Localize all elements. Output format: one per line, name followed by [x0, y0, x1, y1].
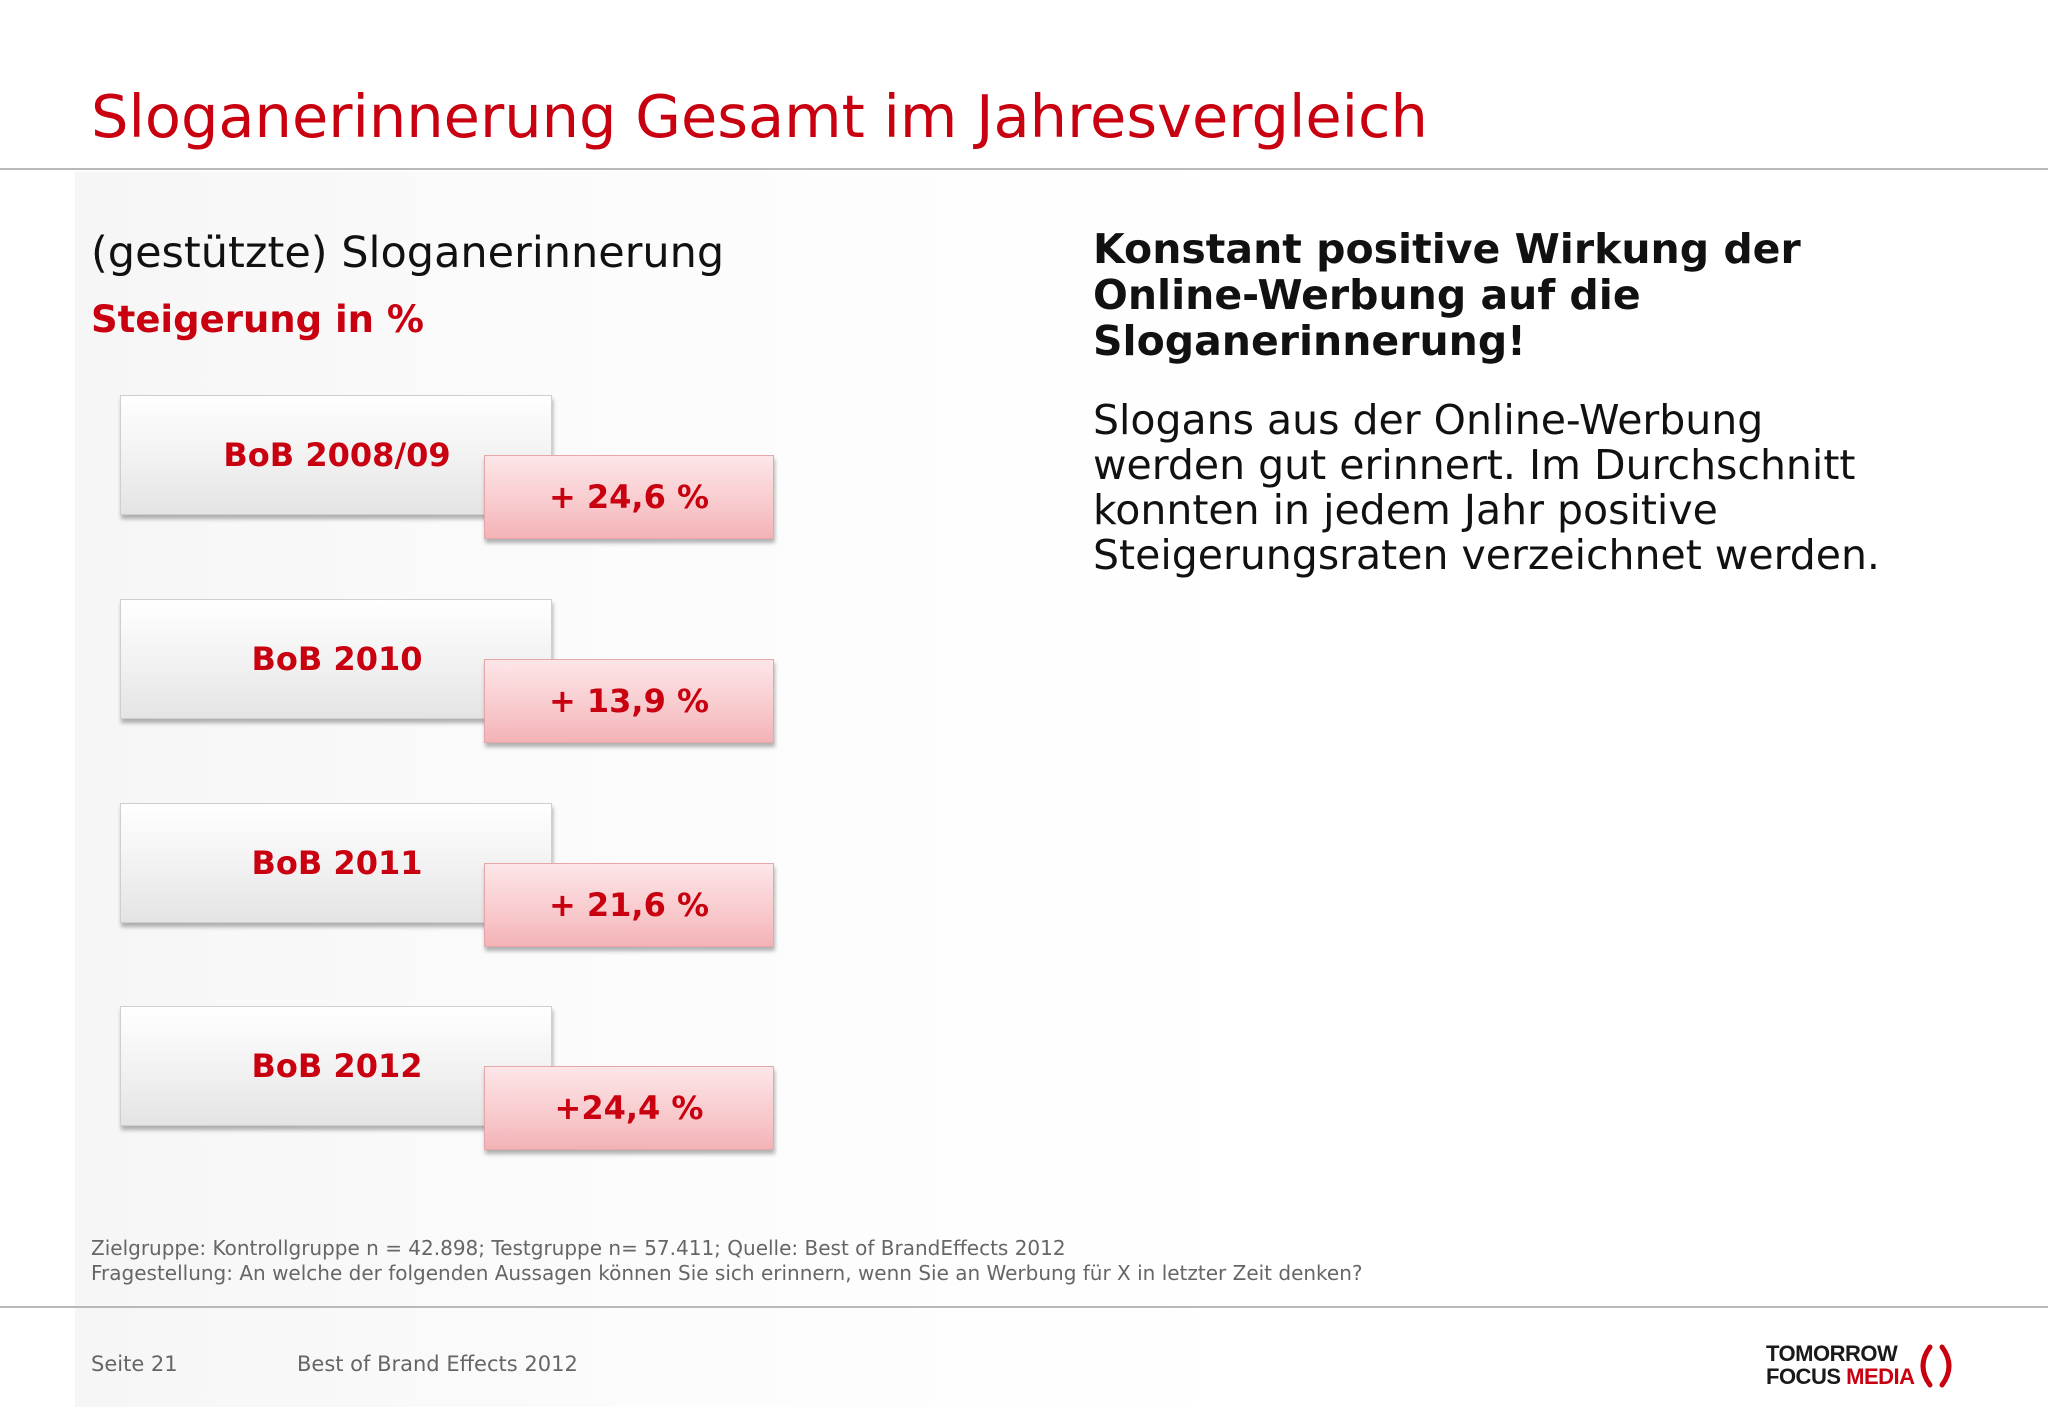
increase-value-box: + 24,6 %: [484, 455, 774, 539]
page-number: Seite 21: [91, 1352, 178, 1376]
increase-value-box: + 13,9 %: [484, 659, 774, 743]
increase-value-box: +24,4 %: [484, 1066, 774, 1150]
logo-text-tomorrow: TOMORROW: [1766, 1341, 1898, 1366]
headline-line: Online-Werbung auf die: [1093, 271, 1641, 319]
logo-mark-icon: [1920, 1344, 1952, 1388]
body-line: werden gut erinnert. Im Durchschnitt: [1093, 441, 1856, 489]
year-label: BoB 2012: [251, 1047, 423, 1085]
year-box-2008-09: BoB 2008/09: [120, 395, 552, 515]
key-message-headline: Konstant positive Wirkung der Online-Wer…: [1093, 226, 1801, 364]
page-title: Sloganerinnerung Gesamt im Jahresverglei…: [91, 82, 1428, 151]
body-line: konnten in jedem Jahr positive: [1093, 486, 1718, 534]
content-background: [75, 172, 2048, 1407]
year-label: BoB 2011: [251, 844, 423, 882]
document-title: Best of Brand Effects 2012: [297, 1352, 578, 1376]
footnote-question: Fragestellung: An welche der folgenden A…: [91, 1261, 1363, 1285]
body-line: Steigerungsraten verzeichnet werden.: [1093, 531, 1880, 579]
title-divider: [0, 168, 2048, 170]
logo-text-focus: FOCUS: [1766, 1364, 1841, 1389]
year-box-2010: BoB 2010: [120, 599, 552, 719]
year-label: BoB 2010: [251, 640, 423, 678]
logo-text-media: MEDIA: [1846, 1364, 1915, 1389]
key-message-body: Slogans aus der Online-Werbung werden gu…: [1093, 398, 1880, 578]
footnote-target-group: Zielgruppe: Kontrollgruppe n = 42.898; T…: [91, 1236, 1066, 1260]
year-label: BoB 2008/09: [223, 436, 451, 474]
chart-subtitle-increase: Steigerung in %: [91, 298, 424, 341]
logo-text-focus-media: FOCUS MEDIA: [1766, 1364, 1915, 1390]
chart-subtitle: (gestützte) Sloganerinnerung: [91, 228, 725, 278]
increase-value-box: + 21,6 %: [484, 863, 774, 947]
year-box-2011: BoB 2011: [120, 803, 552, 923]
year-box-2012: BoB 2012: [120, 1006, 552, 1126]
headline-line: Sloganerinnerung!: [1093, 317, 1526, 365]
tomorrow-focus-media-logo: TOMORROW FOCUS MEDIA: [1766, 1341, 1966, 1391]
body-line: Slogans aus der Online-Werbung: [1093, 396, 1764, 444]
headline-line: Konstant positive Wirkung der: [1093, 225, 1801, 273]
footer-divider: [0, 1306, 2048, 1308]
